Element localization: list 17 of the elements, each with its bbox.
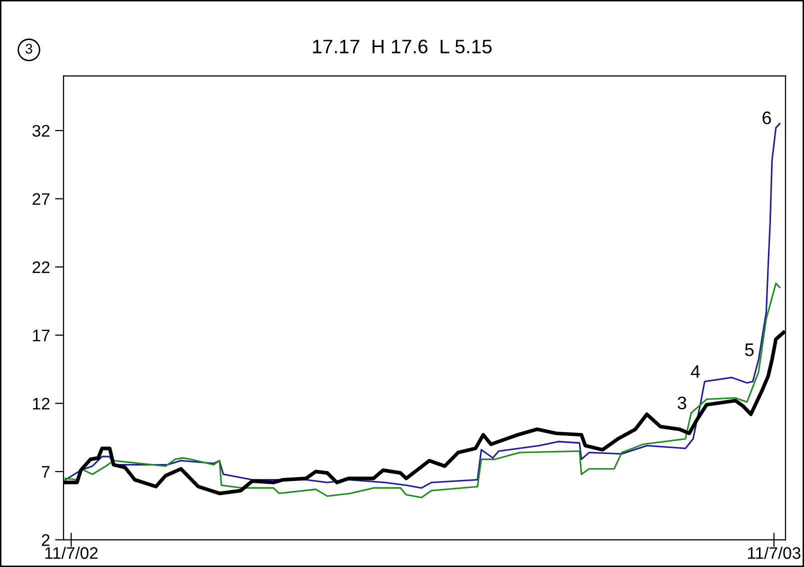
annotation: 4 <box>690 365 700 378</box>
annotation: 3 <box>678 396 686 410</box>
y-tick-label: 32 <box>32 124 50 137</box>
text: 3 <box>26 44 32 54</box>
annotation: 5 <box>745 344 754 356</box>
chart-title: 17.17 H 17.6 L 5.15 <box>313 40 492 54</box>
y-tick-label: 2 <box>42 534 50 546</box>
y-tick-label: 22 <box>32 261 50 273</box>
y-tick-label: 27 <box>32 193 50 205</box>
x-tick-label: 11/7/02 <box>45 546 98 559</box>
line-series <box>64 122 780 489</box>
line-series <box>64 282 780 498</box>
y-tick-label: 12 <box>33 398 50 410</box>
y-tick-label: 17 <box>33 330 50 342</box>
y-tick-label: 7 <box>42 466 50 478</box>
annotation: 6 <box>762 111 771 124</box>
x-tick-label: 11/7/03 <box>748 546 800 559</box>
